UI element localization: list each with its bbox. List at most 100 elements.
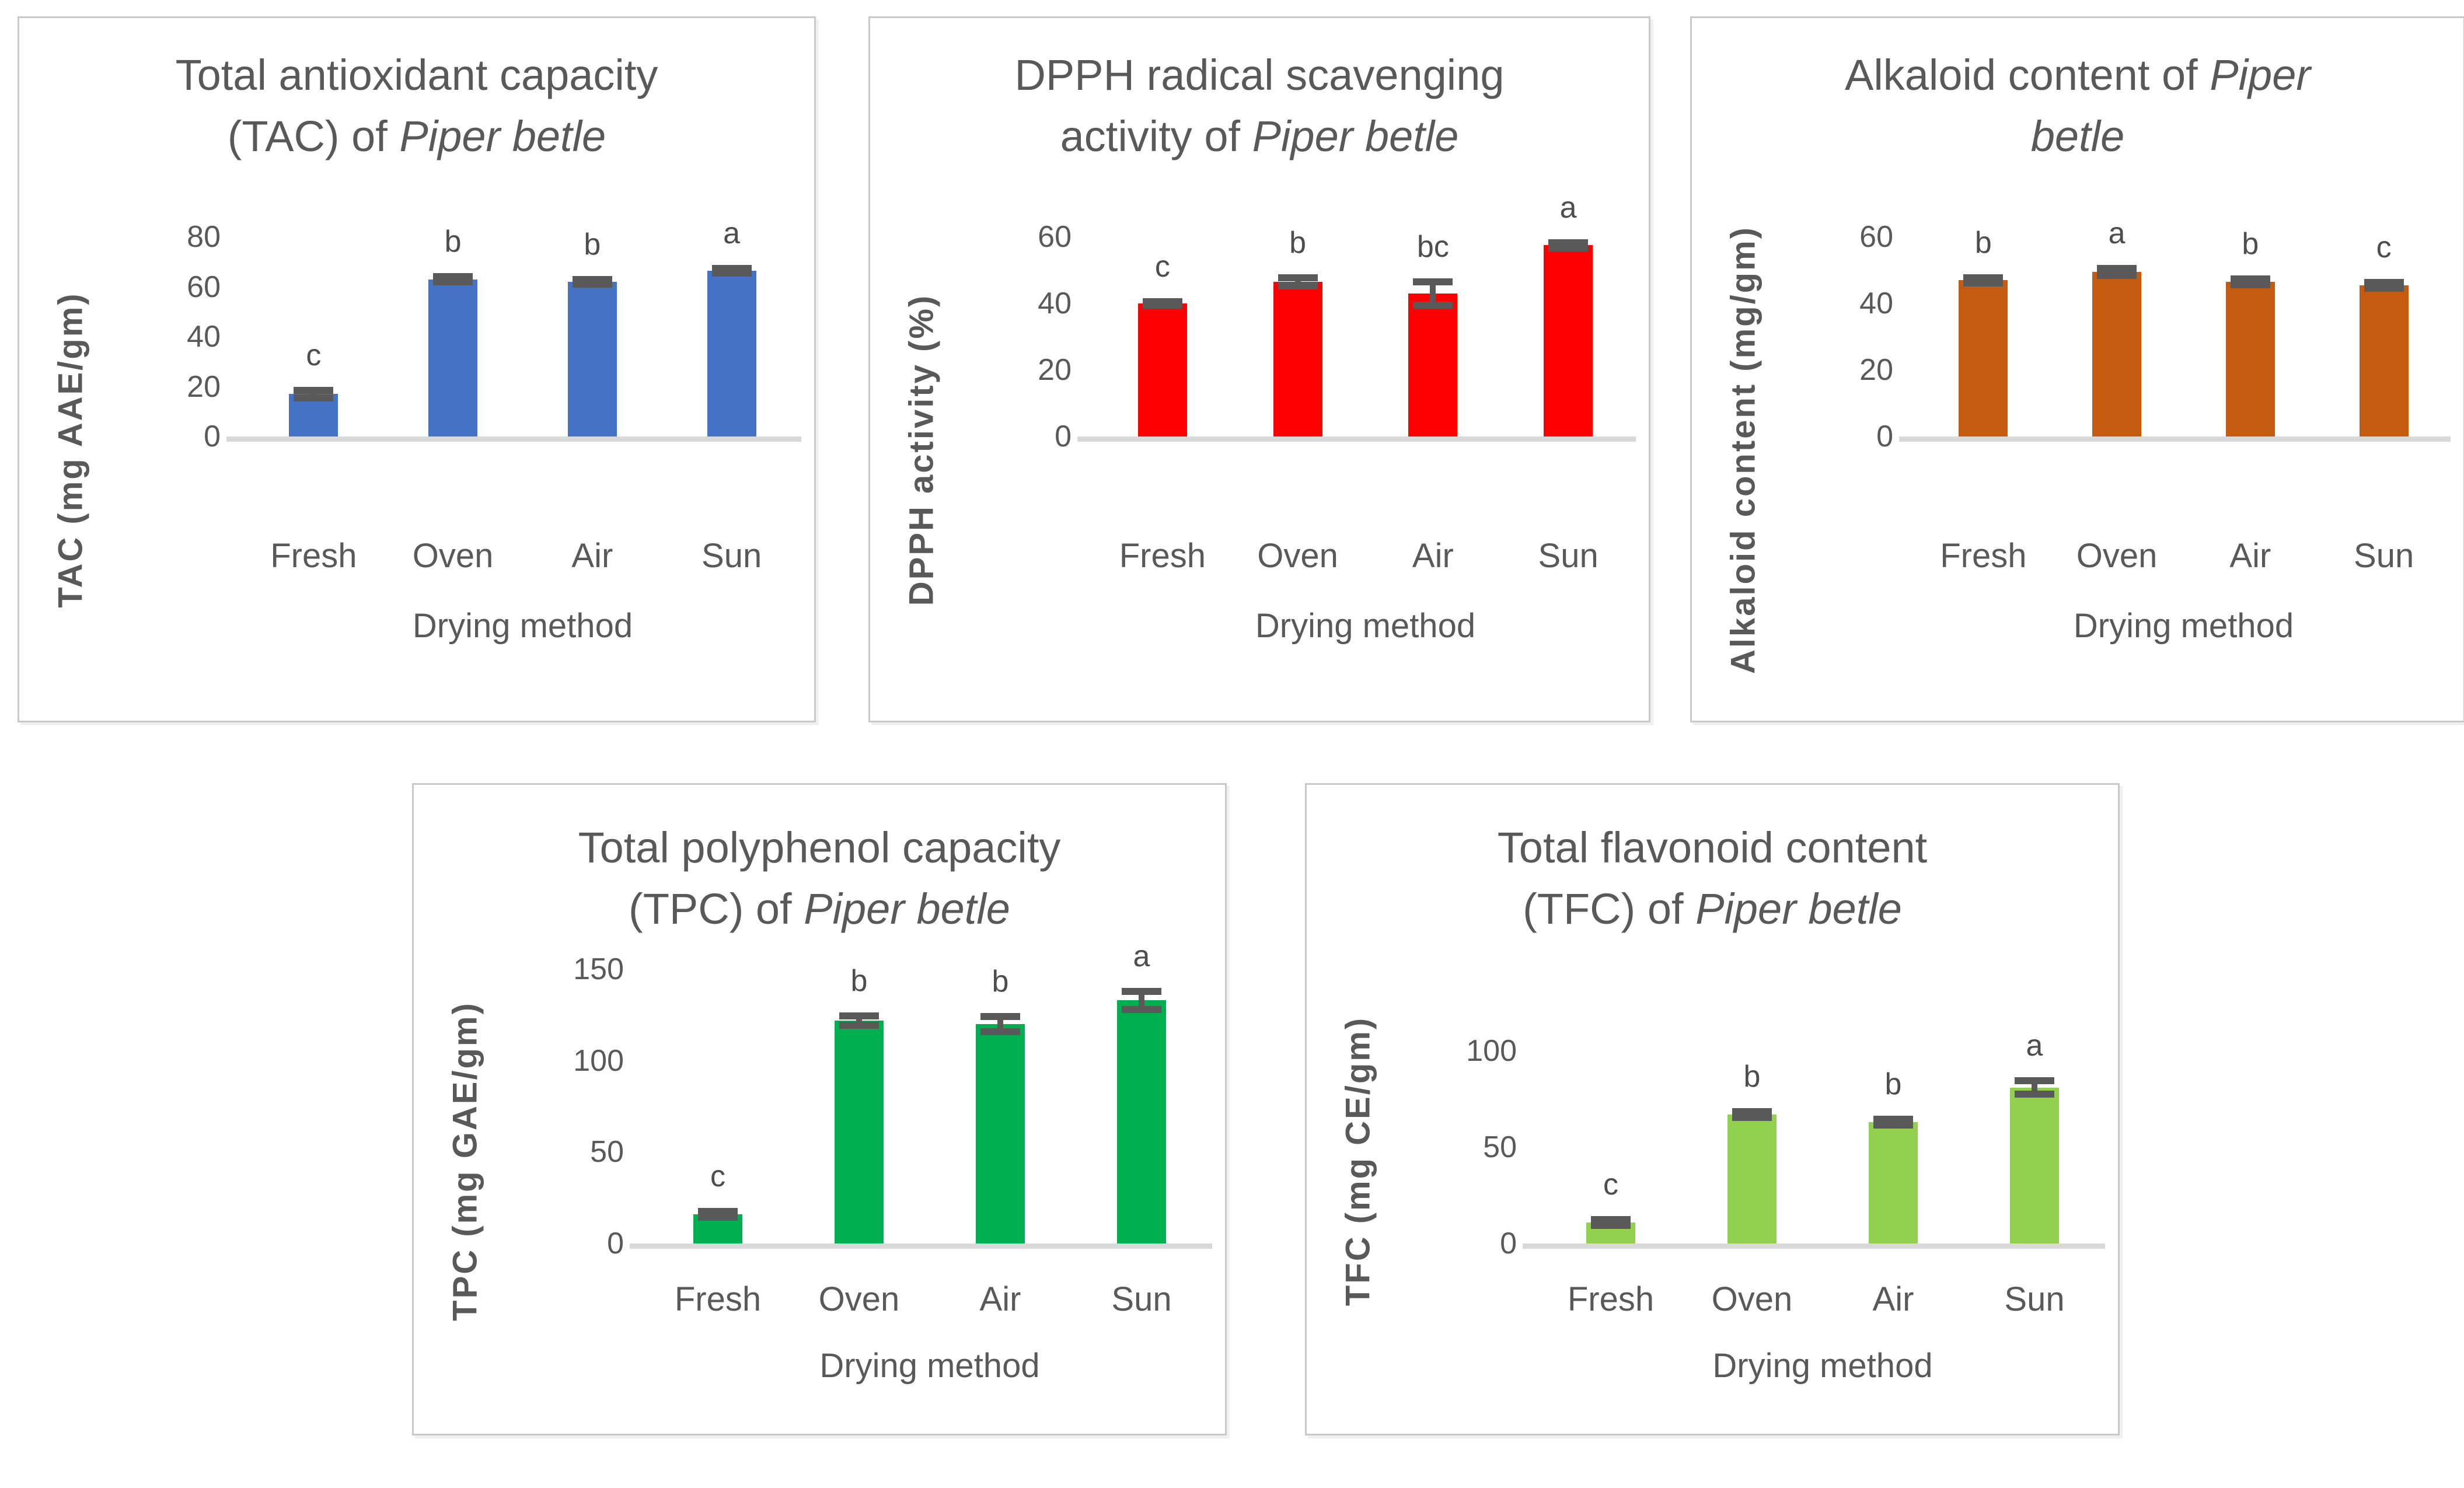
sig-letter: c [306, 338, 322, 372]
bar-sun [1544, 245, 1593, 436]
x-axis-line [1523, 1244, 2105, 1249]
x-axis-line [226, 436, 801, 442]
species-name: betle [2030, 112, 2125, 160]
chart-title-line: DPPH radical scavenging [870, 44, 1649, 106]
y-tick-label: 100 [1466, 1034, 1517, 1068]
error-bar-cap [980, 1013, 1020, 1021]
category-label: Air [571, 537, 613, 575]
category-label: Oven [1711, 1280, 1793, 1318]
category-label: Oven [1257, 537, 1338, 575]
error-bar-cap [1732, 1113, 1772, 1121]
category-label: Fresh [1940, 537, 2027, 575]
x-axis-title: Drying method [412, 607, 633, 645]
error-bar-cap [839, 1012, 879, 1019]
y-tick-label: 50 [590, 1135, 624, 1169]
y-tick-label: 0 [204, 420, 221, 453]
error-bar-cap [980, 1028, 1020, 1035]
error-bar-cap [1591, 1215, 1631, 1223]
error-bar-cap [1873, 1116, 1913, 1123]
sig-letter: b [1743, 1059, 1761, 1094]
error-bar-cap [1122, 987, 1161, 995]
error-bar-cap [698, 1208, 738, 1215]
title-text: Total antioxidant capacity [175, 51, 658, 99]
chart-title-line: (TAC) of Piper betle [19, 106, 814, 167]
y-tick-label: 0 [607, 1227, 624, 1260]
error-bar-cap [433, 278, 473, 285]
error-bar-cap [698, 1213, 738, 1221]
error-bar-cap [711, 269, 752, 277]
sig-letter: bc [1416, 229, 1449, 264]
x-axis-line [1899, 436, 2451, 442]
category-label: Air [979, 1280, 1021, 1318]
error-bar [1139, 991, 1144, 1010]
error-bar-cap [1122, 1005, 1161, 1013]
x-axis-title: Drying method [819, 1347, 1040, 1385]
bar-sun [2359, 285, 2409, 436]
sig-letter: c [1603, 1167, 1618, 1201]
chart-title: Total antioxidant capacity (TAC) of Piper… [19, 44, 814, 167]
error-bar-cap [294, 394, 334, 401]
error-bar [997, 1017, 1003, 1032]
error-bar-cap [2230, 275, 2270, 282]
chart-title: Total polyphenol capacity (TPC) of Piper … [414, 817, 1225, 939]
sig-letter: b [1884, 1067, 1902, 1102]
y-tick-label: 0 [1055, 420, 1072, 453]
bar-fresh [1137, 303, 1187, 436]
error-bar-cap [2015, 1077, 2054, 1085]
sig-letter: c [1154, 249, 1170, 284]
category-label: Sun [701, 537, 762, 575]
chart-title-line: (TFC) of Piper betle [1307, 878, 2118, 939]
category-label: Fresh [674, 1280, 762, 1318]
sig-letter: b [1289, 225, 1307, 260]
error-bar-cap [2097, 271, 2137, 279]
bar-sun [707, 270, 756, 436]
sig-letter: a [1559, 190, 1577, 225]
error-bar-cap [2097, 265, 2137, 273]
error-bar-cap [2230, 281, 2270, 289]
y-tick-label: 20 [1859, 353, 1893, 387]
category-label: Sun [1538, 537, 1599, 575]
error-bar [856, 1015, 862, 1025]
error-bar-cap [1963, 274, 2004, 281]
category-label: Air [1412, 537, 1454, 575]
error-bar-cap [1548, 244, 1589, 252]
error-bar-cap [1413, 278, 1453, 285]
chart-panel-1: Total antioxidant capacity (TAC) of Piper… [18, 16, 816, 722]
y-tick-label: 0 [1500, 1227, 1517, 1260]
y-tick-label: 40 [1859, 287, 1893, 320]
sig-letter: b [444, 225, 462, 259]
error-bar-cap [1278, 274, 1318, 281]
sig-letter: c [2376, 230, 2392, 264]
bar-air [976, 1024, 1025, 1244]
category-label: Sun [2004, 1280, 2065, 1318]
sig-letter: a [2108, 216, 2126, 251]
chart-title-line: Total polyphenol capacity [414, 817, 1225, 878]
category-label: Air [2229, 537, 2271, 575]
title-text: DPPH radical scavenging [1014, 51, 1505, 99]
category-label: Oven [818, 1280, 900, 1318]
species-name: Piper betle [1695, 885, 1902, 933]
sig-letter: b [584, 228, 601, 262]
x-axis-title: Drying method [1712, 1347, 1933, 1385]
species-name: Piper betle [399, 112, 606, 160]
bar-air [1408, 293, 1458, 436]
title-text: Alkaloid content of [1844, 51, 2210, 99]
y-tick-label: 60 [1038, 220, 1072, 254]
chart-title-line: Total flavonoid content [1307, 817, 2118, 878]
sig-letter: b [992, 965, 1009, 999]
error-bar [1430, 281, 1436, 305]
chart-title: Total flavonoid content (TFC) of Piper be… [1307, 817, 2118, 939]
bar-fresh [1959, 280, 2008, 436]
error-bar-cap [2364, 284, 2404, 292]
y-tick-label: 20 [1038, 353, 1072, 387]
x-axis-title: Drying method [1255, 607, 1476, 645]
bar-air [1869, 1122, 1918, 1244]
sig-letter: c [710, 1159, 725, 1194]
sig-letter: b [2242, 226, 2259, 261]
error-bar-cap [1591, 1221, 1631, 1229]
category-label: Sun [1111, 1280, 1172, 1318]
title-text: (TAC) of [227, 112, 400, 160]
error-bar-cap [1963, 279, 2004, 287]
y-tick-label: 80 [187, 220, 221, 254]
